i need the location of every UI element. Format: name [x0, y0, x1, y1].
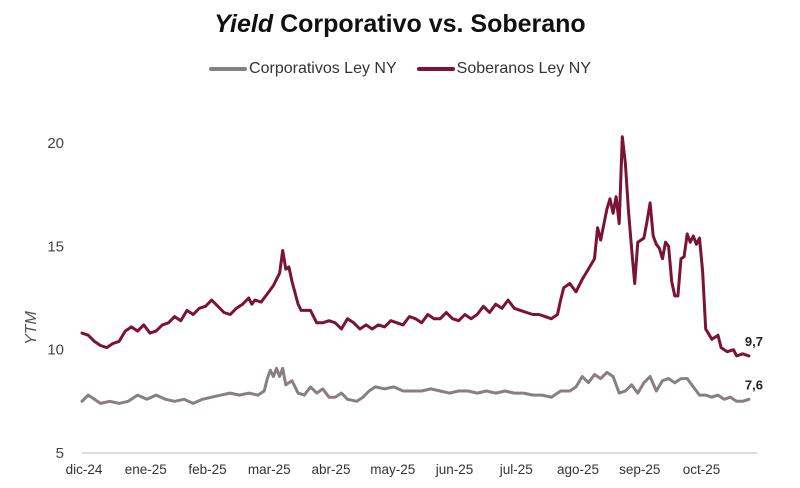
end-label-soberanos: 9,7	[745, 334, 763, 349]
legend: Corporativos Ley NY Soberanos Ley NY	[0, 60, 800, 78]
series-line-corporativos	[80, 366, 751, 405]
x-tick-label: jun-25	[435, 462, 474, 477]
title-rest: Corporativo vs. Soberano	[273, 10, 586, 38]
x-tick-label: feb-25	[188, 462, 226, 477]
y-axis-label: YTM	[23, 310, 40, 344]
x-tick-label: dic-24	[66, 462, 103, 477]
legend-item-corporativos: Corporativos Ley NY	[209, 60, 397, 78]
chart-title: Yield Corporativo vs. Soberano	[0, 10, 800, 39]
x-tick-label: ago-25	[557, 462, 599, 477]
series-line-soberanos	[80, 135, 751, 358]
legend-swatch-soberanos	[416, 67, 455, 71]
series-layer	[80, 135, 751, 405]
y-axis-ticks: 5 10 15 20	[47, 135, 64, 462]
x-tick-label: ene-25	[125, 462, 167, 477]
y-tick-label: 20	[47, 135, 64, 152]
x-tick-label: may-25	[370, 462, 415, 477]
legend-item-soberanos: Soberanos Ley NY	[416, 60, 591, 78]
x-axis-ticks: dic-24 ene-25 feb-25 mar-25 abr-25 may-25 jun-…	[66, 462, 721, 477]
end-labels: 7,6 9,7	[745, 334, 763, 392]
end-label-corporativos: 7,6	[745, 377, 763, 392]
legend-swatch-corporativos	[209, 67, 248, 71]
x-tick-label: sep-25	[619, 462, 660, 477]
y-tick-label: 5	[56, 445, 64, 462]
x-tick-label: oct-25	[683, 462, 721, 477]
title-italic: Yield	[214, 10, 274, 38]
y-tick-label: 15	[47, 238, 64, 255]
y-tick-label: 10	[47, 342, 64, 359]
x-tick-label: mar-25	[248, 462, 291, 477]
x-tick-label: jul-25	[499, 462, 533, 477]
x-tick-label: abr-25	[311, 462, 350, 477]
legend-label-corporativos: Corporativos Ley NY	[249, 60, 397, 77]
legend-label-soberanos: Soberanos Ley NY	[456, 60, 591, 77]
